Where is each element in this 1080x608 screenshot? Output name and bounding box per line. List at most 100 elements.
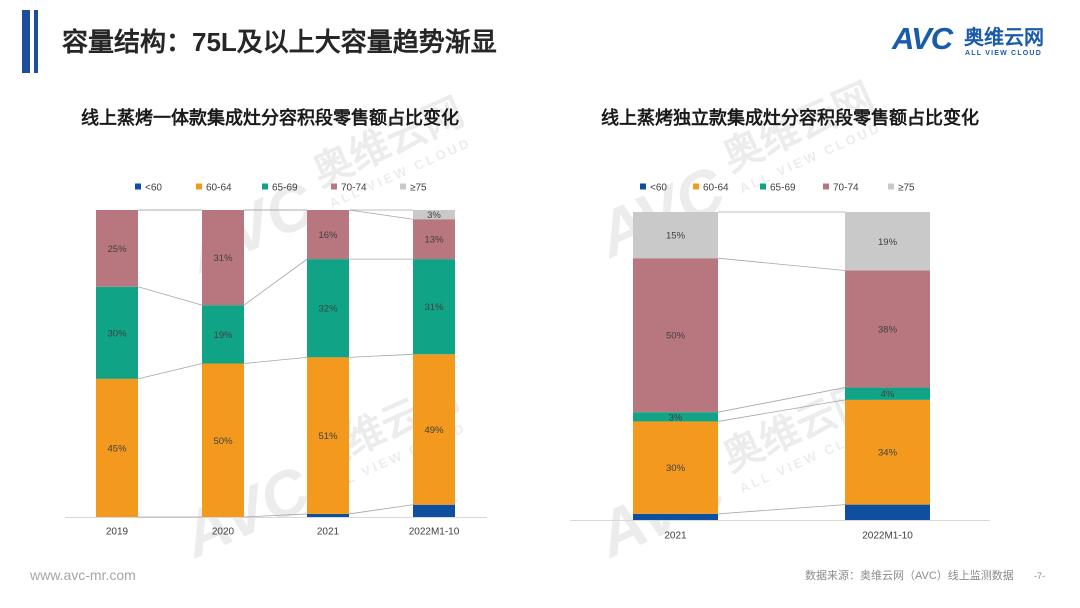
bar-segment (202, 305, 244, 364)
series-connector-line (348, 209, 414, 220)
data-label-value: 25 (107, 244, 118, 255)
data-label: 30% (107, 328, 127, 339)
bar-segment (307, 513, 349, 517)
data-label-unit: % (889, 237, 898, 248)
legend-item: 70-74 (331, 183, 367, 194)
category-label: 2019 (106, 527, 129, 538)
bar-segment (845, 270, 930, 388)
data-label: 32% (318, 304, 338, 315)
bar-segment (633, 412, 718, 422)
data-label-value: 49 (424, 425, 435, 436)
data-label: 16% (318, 230, 338, 241)
bar-segment (633, 513, 718, 520)
data-label: 3% (427, 210, 441, 221)
data-label-value: 31 (213, 253, 224, 264)
legend-swatch (262, 183, 268, 190)
chart-right-standalone: 30%34%3%4%50%38%15%19%2021 2022M1-10<60 60… (570, 183, 990, 542)
footer-website: www.avc-mr.com (30, 567, 136, 583)
legend-label: <60 (145, 183, 162, 194)
bar-segment (845, 387, 930, 400)
legend-label: 65-69 (770, 183, 796, 194)
data-label: 50% (213, 436, 233, 447)
category-label: 2021 (317, 527, 340, 538)
header-accent-bar-wide (22, 10, 30, 73)
data-label-value: 50 (666, 331, 677, 342)
legend-swatch (331, 183, 337, 190)
legend-item: 70-74 (823, 183, 859, 194)
bar-segment (413, 504, 455, 517)
bar-segment (413, 259, 455, 355)
chart-left-integrated: 45%50% 51%49%30% 19%32% 31%25%31%16% 13%3%20… (65, 183, 487, 538)
data-label-value: 13 (424, 235, 435, 246)
legend-label: 70-74 (341, 183, 367, 194)
category-label: 2021 (664, 531, 687, 542)
legend-item: ≥75 (400, 183, 427, 194)
data-label-unit: % (224, 330, 233, 341)
logo-mark: AVC (892, 21, 953, 56)
legend-item: ≥75 (888, 183, 915, 194)
bar-segment (633, 212, 718, 259)
data-label: 13% (424, 235, 444, 246)
legend-item: <60 (640, 183, 667, 194)
data-label-value: 3 (669, 412, 674, 423)
legend-swatch (760, 183, 766, 190)
data-label-unit: % (435, 425, 444, 436)
bar-segment (413, 219, 455, 260)
bar-segment (845, 212, 930, 271)
data-label-unit: % (224, 253, 233, 264)
series-connector-line (348, 353, 414, 358)
data-label-unit: % (677, 463, 686, 474)
data-label-unit: % (677, 231, 686, 242)
series-connector-line (243, 513, 308, 518)
data-label-unit: % (118, 328, 127, 339)
bar-segment (307, 357, 349, 514)
series-connector-line (348, 504, 414, 515)
data-label: 31% (213, 253, 233, 264)
bar-segment (96, 286, 138, 379)
data-label-value: 19 (213, 330, 224, 341)
data-label: 31% (424, 302, 444, 313)
bar-segment (96, 378, 138, 517)
legend-label: 60-64 (703, 183, 729, 194)
data-label-unit: % (674, 412, 683, 423)
data-label-value: 38 (878, 325, 889, 336)
data-label-unit: % (329, 304, 338, 315)
legend-item: <60 (135, 183, 162, 194)
legend-item: 65-69 (262, 183, 298, 194)
data-label-unit: % (886, 389, 895, 400)
series-connector-line (717, 257, 846, 271)
data-label: 34% (878, 448, 898, 459)
data-label-unit: % (329, 230, 338, 241)
data-label-value: 45 (107, 443, 118, 454)
data-label: 45% (107, 443, 127, 454)
data-label: 30% (666, 463, 686, 474)
series-connector-line (717, 504, 846, 515)
legend-item: 60-64 (693, 183, 729, 194)
bar-segment (633, 421, 718, 514)
bar-segment (307, 259, 349, 358)
logo-name: 奥维云网 (964, 27, 1044, 49)
data-label: 50% (666, 331, 686, 342)
series-connector-line (137, 363, 203, 380)
legend-label: 70-74 (833, 183, 859, 194)
chart-title-left: 线上蒸烤一体款集成灶分容积段零售额占比变化 (81, 108, 459, 128)
series-connector-line (137, 286, 203, 306)
legend-swatch (400, 183, 406, 190)
data-label-unit: % (677, 331, 686, 342)
legend-swatch (888, 183, 894, 190)
data-label: 4% (881, 389, 895, 400)
legend-swatch (196, 183, 202, 190)
legend-swatch (135, 183, 141, 190)
category-label: 2020 (212, 527, 235, 538)
bar-segment (202, 210, 244, 306)
series-connector-line (717, 387, 846, 413)
data-label-unit: % (118, 443, 127, 454)
data-label-value: 51 (318, 431, 329, 442)
legend-label: ≥75 (898, 183, 915, 194)
data-label: 15% (666, 231, 686, 242)
legend-label: ≥75 (410, 183, 427, 194)
data-label-unit: % (329, 431, 338, 442)
